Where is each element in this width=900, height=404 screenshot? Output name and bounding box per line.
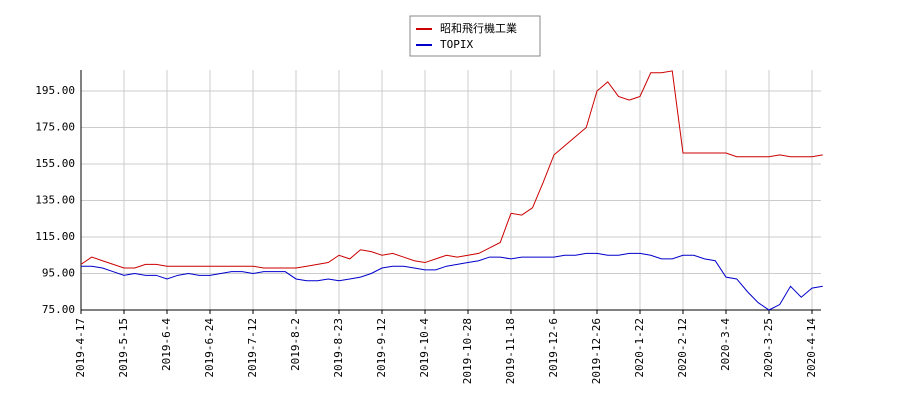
x-tick-label: 2019-8-2 — [289, 318, 302, 371]
y-tick-label: 95.00 — [42, 266, 75, 279]
y-tick-label: 75.00 — [42, 303, 75, 316]
x-tick-label: 2019-8-23 — [332, 318, 345, 378]
x-tick-label: 2020-4-14 — [805, 318, 818, 378]
y-tick-label: 195.00 — [35, 84, 75, 97]
x-tick-label: 2020-2-12 — [676, 318, 689, 378]
x-tick-label: 2019-9-12 — [375, 318, 388, 378]
x-tick-label: 2020-3-25 — [762, 318, 775, 378]
series-line — [81, 252, 823, 311]
y-tick-label: 115.00 — [35, 230, 75, 243]
x-tick-label: 2020-3-4 — [719, 318, 732, 371]
x-tick-label: 2019-10-28 — [461, 318, 474, 384]
x-tick-label: 2020-1-22 — [633, 318, 646, 378]
y-tick-label: 155.00 — [35, 157, 75, 170]
x-tick-label: 2019-12-26 — [590, 318, 603, 384]
legend-label: 昭和飛行機工業 — [440, 21, 517, 35]
x-tick-label: 2019-5-15 — [117, 318, 130, 378]
x-tick-label: 2019-4-17 — [74, 318, 87, 378]
y-tick-label: 175.00 — [35, 120, 75, 133]
y-tick-label: 135.00 — [35, 193, 75, 206]
legend-box — [409, 15, 541, 57]
x-tick-label: 2019-7-12 — [246, 318, 259, 378]
x-tick-label: 2019-6-4 — [160, 318, 173, 371]
x-tick-label: 2019-12-6 — [547, 318, 560, 378]
x-tick-label: 2019-6-24 — [203, 318, 216, 378]
x-tick-label: 2019-10-4 — [418, 318, 431, 378]
x-tick-label: 2019-11-18 — [504, 318, 517, 384]
legend-label: TOPIX — [440, 38, 473, 51]
series-line — [80, 70, 823, 269]
